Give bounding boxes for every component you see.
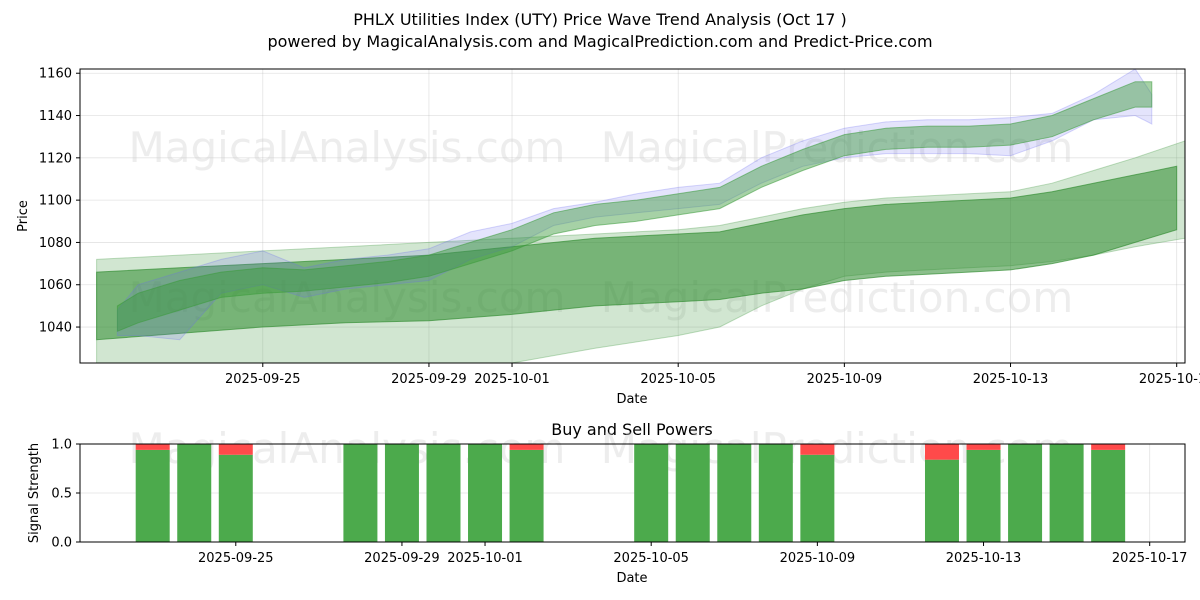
bottom-x-tick-label: 2025-09-29 <box>364 551 440 566</box>
bottom-x-ticks: 2025-09-25 2025-09-29 2025-10-01 2025-10-05… <box>198 542 1187 566</box>
top-x-tick-label: 2025-09-29 <box>391 372 467 387</box>
top-y-tick-label: 1140 <box>39 109 72 124</box>
top-x-axis-label: Date <box>616 392 647 407</box>
chart-title-line2: powered by MagicalAnalysis.com and Magic… <box>267 32 932 51</box>
buy-bar <box>717 444 752 542</box>
sell-bar <box>1091 444 1126 450</box>
buy-bar <box>509 449 544 542</box>
top-y-tick-label: 1100 <box>39 194 72 209</box>
sell-bar <box>218 444 253 455</box>
top-x-tick-label: 2025-10-01 <box>474 372 550 387</box>
top-y-ticks: 1040 1060 1080 1100 1120 1140 1160 <box>39 67 80 336</box>
bottom-y-tick-label: 0.0 <box>51 536 72 551</box>
buy-bar <box>384 444 419 542</box>
buy-bar <box>218 454 253 542</box>
watermark-magicalprediction: MagicalPrediction.com <box>601 123 1074 172</box>
top-x-tick-label: 2025-09-25 <box>225 372 301 387</box>
bottom-chart-title: Buy and Sell Powers <box>551 420 713 439</box>
buy-bar <box>966 449 1001 542</box>
top-x-tick-label: 2025-10-17 <box>1139 372 1200 387</box>
sell-bar <box>924 444 959 460</box>
price-bands <box>96 68 1186 364</box>
buy-bar <box>135 449 170 542</box>
buy-bar <box>468 444 503 542</box>
bottom-y-tick-label: 1.0 <box>51 438 72 453</box>
top-y-tick-label: 1080 <box>39 236 72 251</box>
top-x-tick-label: 2025-10-13 <box>973 372 1049 387</box>
top-y-tick-label: 1040 <box>39 321 72 336</box>
sell-bar <box>800 444 835 455</box>
signal-bars <box>135 444 1126 542</box>
sell-bar <box>966 444 1001 450</box>
price-band-2 <box>96 165 1178 341</box>
bottom-y-axis-label: Signal Strength <box>27 443 42 543</box>
watermark-magicalprediction-3: MagicalPrediction.com <box>601 424 1074 473</box>
bottom-x-tick-label: 2025-10-17 <box>1112 551 1188 566</box>
top-y-tick-label: 1120 <box>39 151 72 166</box>
sell-bar <box>509 444 544 450</box>
top-x-tick-label: 2025-10-05 <box>640 372 716 387</box>
top-plot-frame <box>79 68 1186 364</box>
buy-bar <box>177 444 212 542</box>
buy-bar <box>675 444 710 542</box>
bottom-x-tick-label: 2025-10-09 <box>780 551 856 566</box>
buy-bar <box>343 444 378 542</box>
buy-bar <box>426 444 461 542</box>
watermark-magicalanalysis: MagicalAnalysis.com <box>129 123 566 172</box>
price-band-1 <box>116 81 1153 333</box>
bottom-x-tick-label: 2025-09-25 <box>198 551 274 566</box>
buy-bar <box>758 444 793 542</box>
buy-bar <box>800 454 835 542</box>
chart-title-line1: PHLX Utilities Index (UTY) Price Wave Tr… <box>353 10 847 29</box>
bottom-y-ticks: 0.0 0.5 1.0 <box>51 438 80 551</box>
top-y-axis-label: Price <box>16 200 31 232</box>
sell-bar <box>135 444 170 450</box>
bottom-x-tick-label: 2025-10-13 <box>946 551 1022 566</box>
price-band-0 <box>116 68 1153 341</box>
top-y-tick-label: 1060 <box>39 278 72 293</box>
bottom-y-tick-label: 0.5 <box>51 487 72 502</box>
bottom-x-axis-label: Date <box>616 571 647 586</box>
bottom-x-tick-label: 2025-10-05 <box>613 551 689 566</box>
top-x-tick-label: 2025-10-09 <box>807 372 883 387</box>
buy-bar <box>634 444 669 542</box>
bottom-x-tick-label: 2025-10-01 <box>447 551 523 566</box>
buy-bar <box>1049 444 1084 542</box>
buy-bar <box>924 459 959 542</box>
buy-bar <box>1091 449 1126 542</box>
buy-bar <box>1008 444 1043 542</box>
top-y-tick-label: 1160 <box>39 67 72 82</box>
top-x-ticks: 2025-09-25 2025-09-29 2025-10-01 2025-10-05… <box>225 363 1200 387</box>
